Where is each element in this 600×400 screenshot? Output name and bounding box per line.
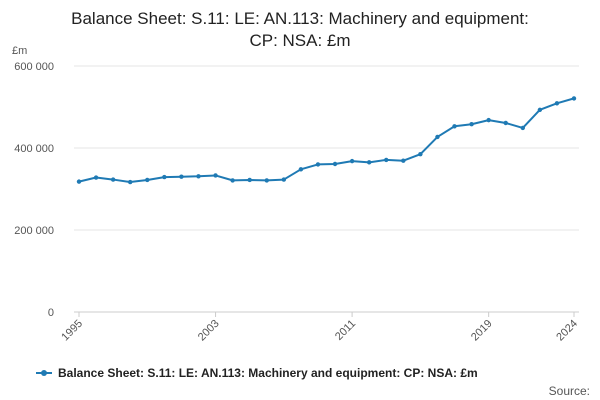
data-point [128,179,133,185]
chart-title-line-2: CP: NSA: £m [249,31,351,50]
data-point [366,160,372,165]
series-line [78,97,575,184]
data-point [93,175,99,180]
legend-label: Balance Sheet: S.11: LE: AN.113: Machine… [58,366,478,380]
data-point [162,174,167,180]
data-point [281,177,287,182]
data-point [230,178,235,183]
data-point [401,158,406,163]
data-point [315,162,321,167]
y-tick-label: 0 [48,307,54,319]
data-point [196,174,201,179]
data-point [145,177,150,183]
x-tick-label: 1995 [59,318,85,344]
data-point [452,124,457,129]
data-point [332,161,338,167]
data-point [537,107,543,113]
y-axis-unit-label: £m [12,45,28,57]
data-point [264,178,269,183]
data-point [247,177,252,183]
data-point [571,96,577,101]
chart-legend: Balance Sheet: S.11: LE: AN.113: Machine… [36,366,478,380]
data-point [110,177,116,182]
chart-title-line-1: Balance Sheet: S.11: LE: AN.113: Machine… [71,9,529,28]
y-tick-label: 400 000 [14,143,54,155]
legend-line-marker-icon [36,370,52,376]
x-tick-label: 2024 [554,318,580,344]
x-tick-label: 2011 [333,318,358,343]
data-point [384,157,389,163]
data-point [418,151,423,157]
data-point [435,134,440,140]
data-point [469,122,474,127]
y-tick-label: 200 000 [14,225,54,237]
data-point [503,120,508,126]
data-point [213,173,218,178]
data-point [520,125,525,131]
data-point [298,167,304,172]
x-tick-label: 2003 [196,318,222,344]
data-point [554,101,560,106]
x-tick-label: 2019 [469,318,495,344]
data-point [486,117,491,123]
data-point [76,179,82,184]
y-tick-label: 600 000 [14,61,54,73]
source-label: Source: [548,384,590,398]
chart-title: Balance Sheet: S.11: LE: AN.113: Machine… [0,8,600,52]
data-point [349,158,355,164]
data-point [179,174,184,179]
